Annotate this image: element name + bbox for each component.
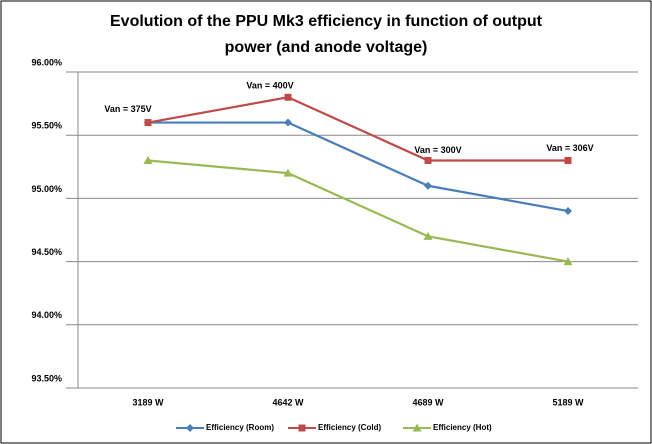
- marker: [143, 155, 153, 164]
- marker: [284, 118, 292, 127]
- marker: [424, 156, 432, 164]
- y-tick-label: 95.50%: [31, 121, 62, 131]
- marker: [186, 424, 194, 432]
- x-tick-label: 4642 W: [272, 397, 304, 407]
- legend-label: Efficiency (Hot): [433, 423, 492, 432]
- chart-title: Evolution of the PPU Mk3 efficiency in f…: [110, 13, 543, 30]
- y-tick-label: 94.50%: [31, 247, 62, 257]
- annotation: Van = 400V: [246, 81, 293, 91]
- y-tick-label: 93.50%: [31, 373, 62, 383]
- x-tick-label: 5189 W: [552, 397, 584, 407]
- marker: [564, 207, 572, 216]
- marker: [284, 93, 292, 101]
- chart-title: power (and anode voltage): [225, 39, 428, 56]
- series-line: [148, 121, 569, 213]
- marker: [283, 168, 293, 177]
- x-tick-label: 3189 W: [132, 397, 164, 407]
- series-line: [147, 159, 569, 263]
- legend-label: Efficiency (Cold): [318, 423, 381, 432]
- annotation: Van = 306V: [546, 143, 593, 153]
- marker: [412, 423, 422, 432]
- y-tick-label: 96.00%: [31, 57, 62, 67]
- marker: [563, 257, 573, 266]
- y-tick-label: 95.00%: [31, 184, 62, 194]
- marker: [298, 424, 306, 432]
- marker: [564, 156, 572, 164]
- series-line: [147, 96, 568, 162]
- x-tick-label: 4689 W: [412, 397, 444, 407]
- marker: [144, 119, 152, 127]
- annotation: Van = 300V: [414, 145, 461, 155]
- legend-label: Efficiency (Room): [206, 423, 274, 432]
- marker: [424, 181, 432, 190]
- annotation: Van = 375V: [104, 104, 151, 114]
- y-tick-label: 94.00%: [31, 310, 62, 320]
- marker: [423, 231, 433, 240]
